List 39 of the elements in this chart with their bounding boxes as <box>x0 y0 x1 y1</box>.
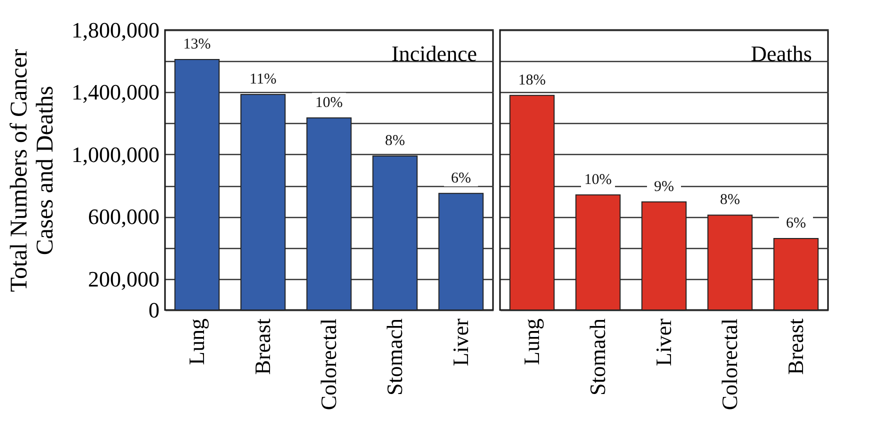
bar <box>438 192 484 310</box>
text: Deaths <box>750 41 812 66</box>
bar <box>641 201 687 310</box>
bar <box>509 94 555 310</box>
annotation: 8% <box>384 133 405 149</box>
y-tick-label: 600,000 <box>88 204 160 230</box>
annotation: 10% <box>315 94 343 111</box>
x-tick-label: Colorectal <box>316 318 341 410</box>
x-tick-label: Breast <box>250 318 276 375</box>
annotation: 18% <box>518 72 546 88</box>
annotation: 9% <box>654 178 674 195</box>
x-tick-label: Lung <box>519 318 544 365</box>
bar <box>240 94 286 310</box>
x-tick-label: Liver <box>651 318 676 366</box>
bar <box>306 117 352 310</box>
annotation: 6% <box>450 170 471 186</box>
y-tick-label: 0 <box>148 298 160 322</box>
x-tick-label: Liver <box>448 318 473 366</box>
y-tick-label: 1,800,000 <box>72 18 160 42</box>
y-tick-label: 1,000,000 <box>72 142 160 167</box>
y-axis-title: Total Numbers of Cancer Cases and Deaths <box>6 49 58 292</box>
bar <box>707 214 753 310</box>
x-tick-label: Stomach <box>382 318 407 396</box>
annotation: 6% <box>786 215 806 232</box>
y-tick-label: 1,400,000 <box>72 80 160 105</box>
annotation: 8% <box>720 192 740 208</box>
x-tick-label: Breast <box>782 318 808 375</box>
bar <box>174 59 220 310</box>
x-tick-label: Colorectal <box>716 318 742 410</box>
bar <box>372 156 418 310</box>
x-tick-label: Lung <box>184 318 210 365</box>
x-tick-label: Stomach <box>585 318 610 396</box>
annotation: 11% <box>250 72 276 88</box>
text: Incidence <box>392 41 477 66</box>
annotation: 10% <box>584 172 612 188</box>
bar <box>575 194 621 310</box>
y-tick-label: 200,000 <box>88 266 160 292</box>
annotation: 13% <box>183 36 211 53</box>
bar <box>773 238 819 310</box>
